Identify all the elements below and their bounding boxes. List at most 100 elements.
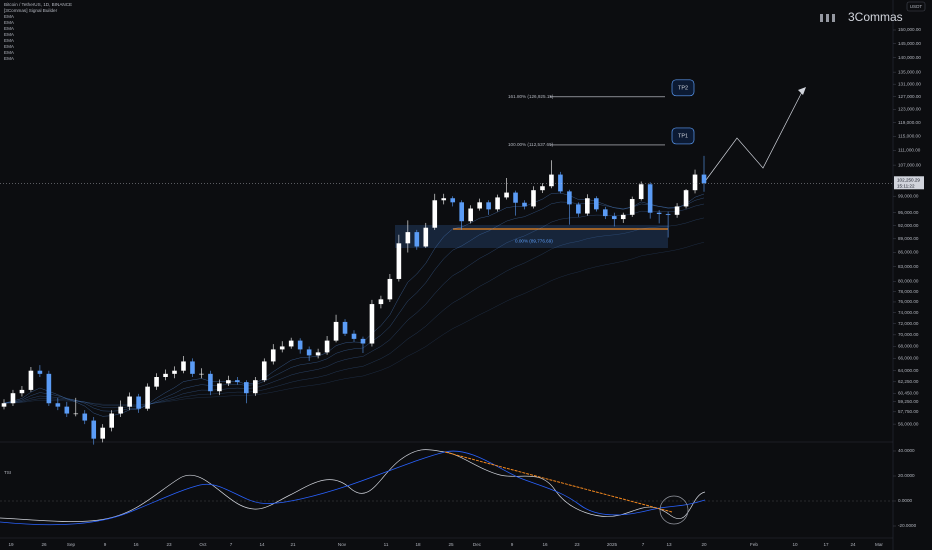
candle-body [594,198,599,210]
tsi-tick-label: 20.0000 [898,473,915,478]
price-tick-label: 76,000.00 [898,299,919,304]
target-label: TP1 [678,133,688,139]
candle-body [656,212,662,214]
price-tick-label: 68,000.00 [898,344,919,349]
candle-body [585,198,590,214]
date-label: Nov [338,542,347,547]
candle-body [226,380,231,384]
indicator-label: EMA [4,56,15,61]
date-label: 9 [511,542,514,547]
indicator-label: EMA [4,50,15,55]
support-zone [395,225,668,248]
date-label: 10 [792,542,798,547]
candle-body [459,202,464,222]
candle-body [351,333,357,339]
candle-body [495,197,500,210]
indicator-label: EMA [4,44,15,49]
price-tick-label: 111,000.00 [898,148,921,153]
price-tick-label: 60,450.00 [898,391,919,396]
candle-body [414,232,420,247]
candle-body [127,396,132,407]
candle-body [396,243,402,279]
price-tick-label: 140,000.00 [898,55,921,60]
price-tick-label: 83,000.00 [898,264,919,269]
date-label: 2025 [607,542,618,547]
candle-body [540,186,545,191]
candle-body [611,216,617,220]
price-tick-label: 59,250.00 [898,399,919,404]
candle-body [342,321,348,334]
currency-box[interactable] [906,1,926,12]
price-tick-label: 74,000.00 [898,310,919,315]
target-box [671,79,695,97]
date-label: 19 [8,542,14,547]
price-tick-label: 57,750.00 [898,409,919,414]
date-label: Oct [199,542,207,547]
currency-label[interactable]: USDT [910,4,923,9]
fib-label: 100.00% (112,537.69) [508,142,554,147]
tsi-tick-label: 40.0000 [898,448,915,453]
date-label: 25 [448,542,454,547]
candle-body [441,198,447,201]
candle-body [297,340,303,350]
candle-body [324,340,330,353]
price-tick-label: 131,000.00 [898,81,921,86]
price-tick-label: 64,000.00 [898,368,919,373]
candle-body [82,413,88,421]
indicator-label: EMA [4,32,15,37]
candle-body [450,198,456,203]
candle-body [647,184,653,213]
candle-body [522,202,527,207]
candle-body [163,373,168,378]
candle-body [387,278,393,300]
candle-body [154,377,159,387]
price-tick-label: 145,000.00 [898,41,921,46]
candle-body [333,321,339,341]
price-tick-label: 127,000.00 [898,94,921,99]
date-label: 24 [850,542,856,547]
candle-body [28,370,34,390]
tsi-tick-label: 0.0000 [898,498,912,503]
date-label: 20 [701,542,707,547]
price-tick-label: 123,000.00 [898,107,921,112]
candle-body [244,382,249,394]
candle-body [199,373,204,375]
symbol-title: Bitcoin / TetherUS, 1D, BINANCE [4,2,72,7]
candle-body [620,214,626,220]
tsi-trendline [444,451,673,513]
date-label: 18 [415,542,421,547]
candle-body [531,190,536,207]
price-tick-label: 107,000.00 [898,162,921,167]
price-tick-label: 150,000.00 [898,27,921,32]
tsi-highlight [659,495,689,525]
date-label: 16 [542,542,548,547]
candle-body [558,174,563,192]
candle-body [683,190,689,207]
logo-bar [832,14,835,22]
tsi-signal-line [0,450,706,526]
date-label: 7 [230,542,233,547]
date-label: Dec [473,542,482,547]
candle-body [145,386,150,409]
candle-body [576,204,581,214]
candle-body [638,184,644,200]
price-tick-label: 56,000.00 [898,421,919,426]
candle-body [37,370,43,374]
date-label: 14 [259,542,265,547]
candle-body [100,427,106,439]
candle-body [674,206,680,215]
price-tick-label: 86,000.00 [898,250,919,255]
date-label: Feb [750,542,758,547]
date-label: 9 [104,542,107,547]
candle-body [692,174,698,191]
candle-body [235,380,240,383]
candle-body [567,191,572,205]
candle-body [109,413,114,428]
fib-label: 161.80% (126,925.15) [508,94,554,99]
candle-body [279,346,285,350]
price-tick-label: 66,000.00 [898,356,919,361]
price-tick-label: 115,000.00 [898,134,921,139]
candle-body [55,403,61,407]
candle-body [549,174,554,187]
